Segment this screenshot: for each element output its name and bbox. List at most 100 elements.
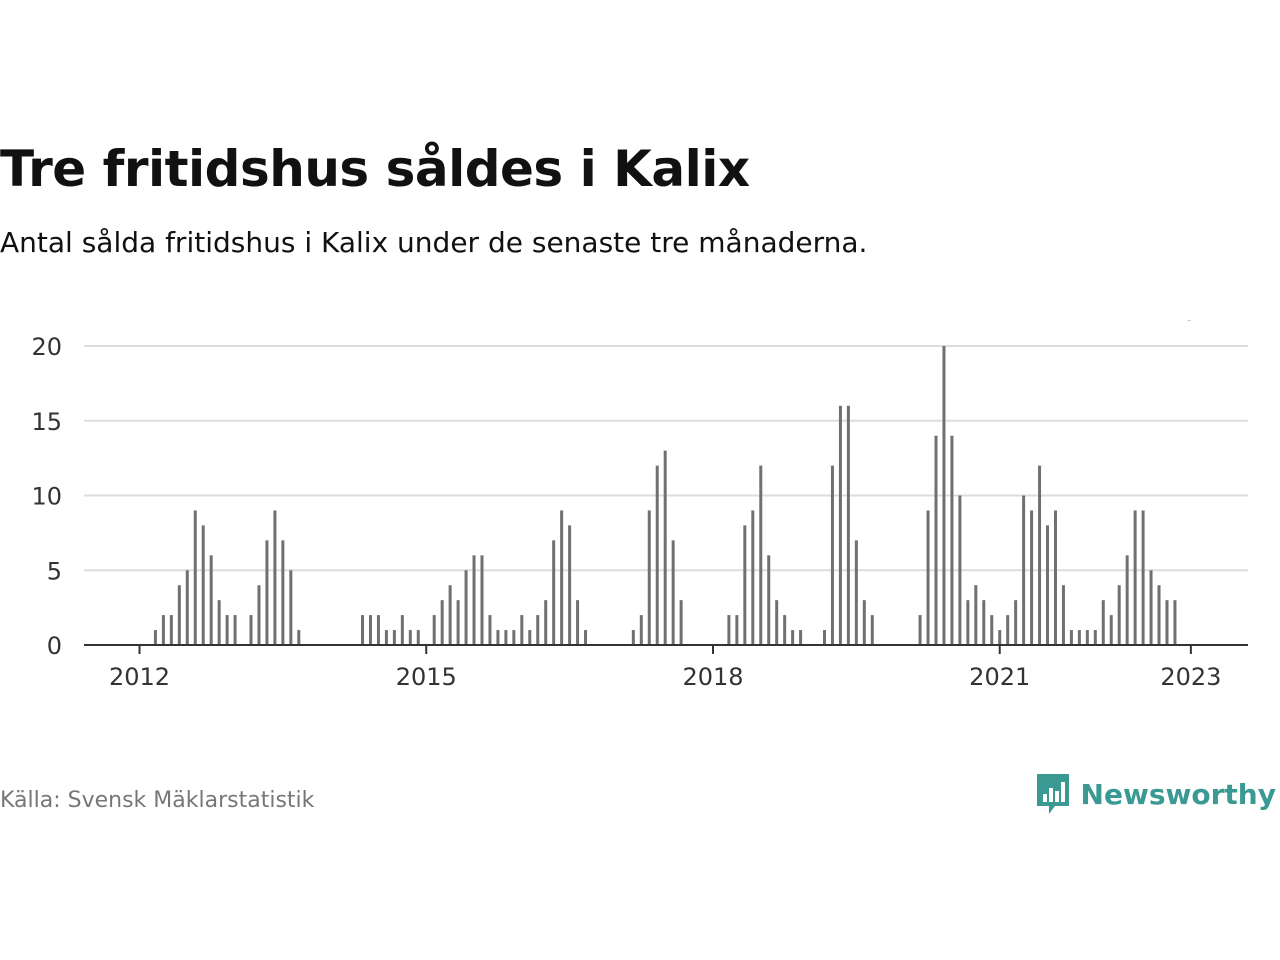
bar [177,585,181,645]
bar [759,465,763,645]
bar [727,615,731,645]
bar [854,540,858,645]
bar [751,510,755,645]
bar [1014,600,1018,645]
bar [161,615,165,645]
bar [488,615,492,645]
bar [1141,510,1145,645]
bar [846,405,850,645]
chart-title: Tre fritidshus såldes i Kalix [0,140,750,198]
bar [679,600,683,645]
bar [671,540,675,645]
chart-subtitle: Antal sålda fritidshus i Kalix under de … [0,226,868,259]
bar [552,540,556,645]
bar [528,630,532,645]
y-tick-label-15: 15 [31,408,62,436]
bar [1069,630,1073,645]
bar [862,600,866,645]
bar [193,510,197,645]
bar [361,615,365,645]
bar [1125,555,1129,645]
y-tick-label-0: 0 [47,632,62,660]
bar [1101,600,1105,645]
bar [663,450,667,645]
bar [153,630,157,645]
bar [838,405,842,645]
bar [289,570,293,645]
y-tick-label-10: 10 [31,483,62,511]
bar [799,630,803,645]
bar [432,615,436,645]
bar [520,615,524,645]
bar [225,615,229,645]
bar-chart: 0 5 10 15 20 2012 2015 2018 2021 2023 3 [31,320,1248,691]
bar [376,615,380,645]
newsworthy-logo-icon [1036,774,1069,814]
bar [926,510,930,645]
bar [576,600,580,645]
bar [1046,525,1050,645]
brand-name: Newsworthy [1080,777,1276,811]
bars [153,346,1177,645]
bar [982,600,986,645]
x-tick-label-2012: 2012 [109,663,170,691]
bar [496,630,500,645]
bar [830,465,834,645]
bar [201,525,205,645]
bar [767,555,771,645]
bar [217,600,221,645]
bar [743,525,747,645]
bar [392,630,396,645]
bar [1061,585,1065,645]
bar [544,600,548,645]
bar [791,630,795,645]
bar [958,495,962,645]
bar [384,630,388,645]
bar [1053,510,1057,645]
bar [368,615,372,645]
bar [735,615,739,645]
bar [400,615,404,645]
x-tick-label-2018: 2018 [682,663,743,691]
x-tick-label-2023: 2023 [1160,663,1221,691]
bar [1109,615,1113,645]
bar [1093,630,1097,645]
bar [1157,585,1161,645]
bar [775,600,779,645]
bar [233,615,237,645]
bar [416,630,420,645]
bar [783,615,787,645]
bar [448,585,452,645]
bar [504,630,508,645]
bar [297,630,301,645]
bar [631,630,635,645]
bar [408,630,412,645]
bar [966,600,970,645]
highlight-value-label: 3 [1182,320,1197,326]
bar [1038,465,1042,645]
bar [265,540,269,645]
bar [257,585,261,645]
bar [584,630,588,645]
brand-logo: Newsworthy [1035,772,1276,816]
bar [464,570,468,645]
x-tick-label-2021: 2021 [969,663,1030,691]
source-note: Källa: Svensk Mäklarstatistik [0,788,315,813]
bar [655,465,659,645]
bar [1022,495,1026,645]
bar [249,615,253,645]
bar [934,435,938,645]
bar [512,630,516,645]
bar [1133,510,1137,645]
y-tick-label-5: 5 [47,557,62,585]
bar [456,600,460,645]
bar [480,555,484,645]
bar [1149,570,1153,645]
bar [281,540,285,645]
bar [639,615,643,645]
bar [1006,615,1010,645]
bar [472,555,476,645]
bar [536,615,540,645]
bar [1165,600,1169,645]
bar [185,570,189,645]
